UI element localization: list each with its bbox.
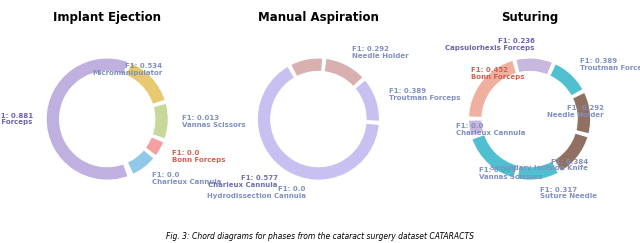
Text: F1: 0.389
Troutman Forceps: F1: 0.389 Troutman Forceps xyxy=(389,88,460,101)
Wedge shape xyxy=(468,120,484,136)
Wedge shape xyxy=(324,58,363,87)
Text: F1: 0.236
Capsulorhexis Forceps: F1: 0.236 Capsulorhexis Forceps xyxy=(445,38,535,51)
Text: F1: 0.534
Micromanipulator: F1: 0.534 Micromanipulator xyxy=(92,63,163,76)
Wedge shape xyxy=(472,135,517,178)
Polygon shape xyxy=(482,73,524,165)
Circle shape xyxy=(271,71,366,167)
Polygon shape xyxy=(484,126,575,160)
Polygon shape xyxy=(491,72,547,102)
Polygon shape xyxy=(60,119,143,162)
Title: Implant Ejection: Implant Ejection xyxy=(53,11,161,24)
Polygon shape xyxy=(77,107,155,166)
Title: Manual Aspiration: Manual Aspiration xyxy=(258,11,379,24)
Wedge shape xyxy=(468,60,516,117)
Polygon shape xyxy=(60,119,143,162)
Polygon shape xyxy=(493,98,577,165)
Polygon shape xyxy=(484,126,575,160)
Wedge shape xyxy=(127,150,154,174)
Polygon shape xyxy=(274,72,365,166)
Text: F1: 0.013
Vannas Scissors: F1: 0.013 Vannas Scissors xyxy=(182,115,245,128)
Wedge shape xyxy=(257,66,380,180)
Polygon shape xyxy=(482,73,524,165)
Polygon shape xyxy=(482,92,552,166)
Text: F1: 0.0
Bonn Forceps: F1: 0.0 Bonn Forceps xyxy=(172,150,225,163)
Polygon shape xyxy=(274,72,365,166)
Text: F1: 0.384
Secondary Incision Knife: F1: 0.384 Secondary Incision Knife xyxy=(490,159,588,171)
Text: Fig. 3: Chord diagrams for phases from the cataract surgery dataset CATARACTS: Fig. 3: Chord diagrams for phases from t… xyxy=(166,232,474,241)
Text: F1: 0.393
Vannas Scissors: F1: 0.393 Vannas Scissors xyxy=(479,167,542,180)
Text: F1: 0.389
Troutman Forceps: F1: 0.389 Troutman Forceps xyxy=(580,58,640,71)
Text: F1: 0.452
Bonn Forceps: F1: 0.452 Bonn Forceps xyxy=(471,67,524,79)
Wedge shape xyxy=(517,161,558,180)
Polygon shape xyxy=(482,92,552,166)
Polygon shape xyxy=(60,72,152,119)
Text: F1: 0.881
Capsulorhexis Forceps: F1: 0.881 Capsulorhexis Forceps xyxy=(0,113,33,125)
Polygon shape xyxy=(125,89,152,148)
Wedge shape xyxy=(291,58,323,77)
Text: F1: 0.0
Hydrodissection Cannula: F1: 0.0 Hydrodissection Cannula xyxy=(207,186,305,199)
Wedge shape xyxy=(355,80,380,121)
Text: F1: 0.292
Needle Holder: F1: 0.292 Needle Holder xyxy=(547,105,604,118)
Text: F1: 0.0
Charleux Cannula: F1: 0.0 Charleux Cannula xyxy=(456,123,525,136)
Wedge shape xyxy=(152,103,168,139)
Polygon shape xyxy=(491,72,547,102)
Polygon shape xyxy=(60,72,152,119)
Circle shape xyxy=(482,71,577,167)
Wedge shape xyxy=(550,64,583,96)
Text: F1: 0.292
Needle Holder: F1: 0.292 Needle Holder xyxy=(352,46,409,59)
Polygon shape xyxy=(493,98,577,165)
Wedge shape xyxy=(554,133,588,171)
Title: Suturing: Suturing xyxy=(501,11,558,24)
Polygon shape xyxy=(125,89,152,148)
Wedge shape xyxy=(516,58,552,75)
Text: F1: 0.577
Charleux Cannula: F1: 0.577 Charleux Cannula xyxy=(209,175,278,188)
Wedge shape xyxy=(126,63,165,104)
Polygon shape xyxy=(77,107,155,166)
Polygon shape xyxy=(484,76,571,155)
Text: F1: 0.0
Charleux Cannula: F1: 0.0 Charleux Cannula xyxy=(152,172,221,185)
Circle shape xyxy=(60,71,155,167)
Text: F1: 0.317
Suture Needle: F1: 0.317 Suture Needle xyxy=(540,186,597,199)
Wedge shape xyxy=(572,92,591,134)
Wedge shape xyxy=(46,58,128,180)
Polygon shape xyxy=(484,76,571,155)
Wedge shape xyxy=(145,137,164,156)
